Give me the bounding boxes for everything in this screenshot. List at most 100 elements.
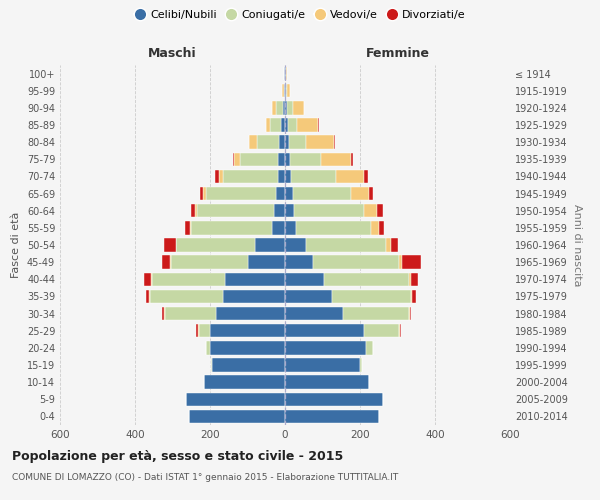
Bar xyxy=(403,256,421,269)
Bar xyxy=(322,152,352,166)
Bar xyxy=(255,238,285,252)
Bar xyxy=(386,238,391,252)
Bar xyxy=(285,290,332,303)
Bar xyxy=(325,272,409,286)
Bar xyxy=(195,204,197,218)
Bar xyxy=(235,152,240,166)
Bar xyxy=(170,256,248,269)
Bar xyxy=(206,341,210,354)
Bar xyxy=(283,101,285,114)
Bar xyxy=(285,256,313,269)
Bar xyxy=(409,307,412,320)
Bar xyxy=(400,256,403,269)
Bar xyxy=(288,118,298,132)
Bar xyxy=(212,358,285,372)
Bar xyxy=(365,341,373,354)
Bar xyxy=(290,152,322,166)
Bar xyxy=(287,101,293,114)
Bar xyxy=(270,118,281,132)
Bar xyxy=(240,152,277,166)
Y-axis label: Anni di nascita: Anni di nascita xyxy=(572,204,581,286)
Bar xyxy=(277,170,285,183)
Bar xyxy=(285,67,286,80)
Bar xyxy=(285,152,290,166)
Bar xyxy=(313,256,400,269)
Bar xyxy=(215,307,285,320)
Bar xyxy=(364,170,367,183)
Bar xyxy=(285,272,325,286)
Bar xyxy=(285,204,295,218)
Bar xyxy=(176,238,255,252)
Bar xyxy=(164,238,176,252)
Bar xyxy=(293,187,350,200)
Text: Femmine: Femmine xyxy=(365,47,430,60)
Bar xyxy=(290,170,335,183)
Text: Maschi: Maschi xyxy=(148,47,197,60)
Bar xyxy=(377,204,383,218)
Bar xyxy=(206,187,275,200)
Bar xyxy=(272,101,275,114)
Bar xyxy=(163,256,170,269)
Bar xyxy=(203,187,206,200)
Y-axis label: Fasce di età: Fasce di età xyxy=(11,212,21,278)
Bar xyxy=(248,256,285,269)
Bar xyxy=(185,392,285,406)
Bar xyxy=(318,118,319,132)
Bar xyxy=(285,324,364,338)
Bar xyxy=(285,170,290,183)
Bar xyxy=(152,272,225,286)
Bar xyxy=(410,272,418,286)
Bar xyxy=(293,101,304,114)
Bar xyxy=(190,221,191,234)
Bar xyxy=(143,272,151,286)
Bar xyxy=(197,204,274,218)
Bar xyxy=(285,238,305,252)
Bar xyxy=(218,170,223,183)
Bar xyxy=(286,67,287,80)
Bar xyxy=(196,324,198,338)
Bar xyxy=(343,307,409,320)
Bar xyxy=(200,187,203,200)
Bar xyxy=(250,136,257,149)
Bar xyxy=(334,136,335,149)
Bar xyxy=(287,84,290,98)
Bar xyxy=(352,152,353,166)
Bar xyxy=(223,170,277,183)
Bar xyxy=(199,324,210,338)
Bar xyxy=(285,341,365,354)
Bar xyxy=(257,136,280,149)
Bar xyxy=(274,204,285,218)
Bar xyxy=(298,118,318,132)
Bar xyxy=(191,221,272,234)
Bar xyxy=(185,221,190,234)
Bar xyxy=(286,84,287,98)
Bar xyxy=(335,170,364,183)
Bar xyxy=(305,136,334,149)
Bar xyxy=(150,290,223,303)
Bar xyxy=(289,136,305,149)
Bar xyxy=(285,84,286,98)
Bar xyxy=(283,84,284,98)
Bar xyxy=(190,410,285,423)
Bar xyxy=(296,221,371,234)
Bar xyxy=(284,84,285,98)
Bar xyxy=(223,290,285,303)
Bar xyxy=(370,187,373,200)
Bar xyxy=(265,118,270,132)
Bar xyxy=(412,290,415,303)
Bar xyxy=(149,290,150,303)
Bar xyxy=(210,324,285,338)
Bar xyxy=(191,204,195,218)
Bar xyxy=(284,67,285,80)
Bar xyxy=(275,187,285,200)
Bar xyxy=(163,307,164,320)
Bar xyxy=(409,272,410,286)
Text: Popolazione per età, sesso e stato civile - 2015: Popolazione per età, sesso e stato civil… xyxy=(12,450,343,463)
Text: COMUNE DI LOMAZZO (CO) - Dati ISTAT 1° gennaio 2015 - Elaborazione TUTTITALIA.IT: COMUNE DI LOMAZZO (CO) - Dati ISTAT 1° g… xyxy=(12,472,398,482)
Bar xyxy=(164,307,165,320)
Bar xyxy=(165,307,215,320)
Bar xyxy=(285,118,288,132)
Bar xyxy=(285,392,383,406)
Bar xyxy=(364,204,377,218)
Bar xyxy=(350,187,370,200)
